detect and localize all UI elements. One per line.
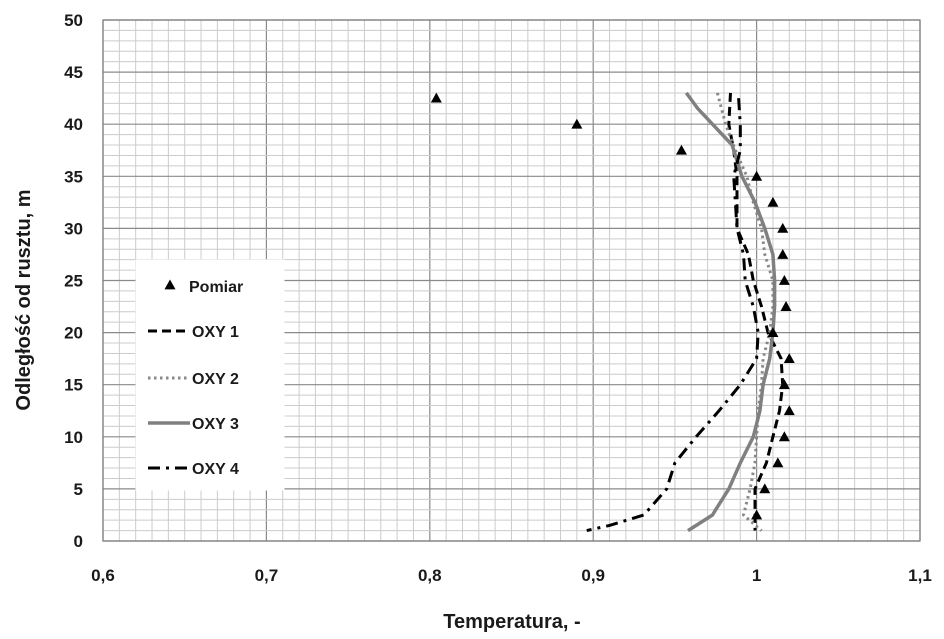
y-tick-label: 5 xyxy=(74,480,83,499)
series-pomiar-point xyxy=(778,431,790,442)
x-tick-label: 1,1 xyxy=(908,566,932,585)
legend-box xyxy=(135,259,285,491)
series-pomiar-point xyxy=(780,301,792,311)
legend-label-oxy-2: OXY 2 xyxy=(192,371,239,388)
series-pomiar-point xyxy=(767,196,779,207)
x-tick-label: 0,9 xyxy=(581,566,605,585)
series-pomiar-point xyxy=(783,405,795,416)
legend-label-oxy-3: OXY 3 xyxy=(192,416,239,433)
series-markers xyxy=(430,92,795,520)
series-pomiar-point xyxy=(430,92,442,103)
y-tick-label: 30 xyxy=(64,219,83,238)
series-pomiar-point xyxy=(772,457,784,468)
y-tick-label: 50 xyxy=(64,11,83,30)
series-oxy-1-line xyxy=(727,92,785,531)
x-tick-labels: 0,6 0,7 0,8 0,9 1 1,1 xyxy=(91,566,932,585)
y-tick-label: 10 xyxy=(64,428,83,447)
legend-label-oxy-4: OXY 4 xyxy=(192,461,239,478)
plot-border xyxy=(102,19,921,542)
legend: Pomiar OXY 1 OXY 2 OXY 3 OXY 4 xyxy=(135,259,285,491)
y-tick-label: 20 xyxy=(64,324,83,343)
y-tick-label: 35 xyxy=(64,167,83,186)
series-oxy-4-line xyxy=(586,98,760,533)
series-pomiar-point xyxy=(759,483,771,494)
series-pomiar-point xyxy=(571,118,583,129)
y-tick-label: 45 xyxy=(64,63,83,82)
x-tick-label: 0,7 xyxy=(255,566,279,585)
y-axis-title: Odległość od rusztu, m xyxy=(13,189,35,410)
x-tick-label: 0,6 xyxy=(91,566,115,585)
y-tick-label: 40 xyxy=(64,115,83,134)
y-tick-labels: 0 5 10 15 20 25 30 35 40 45 50 xyxy=(64,11,83,551)
series-pomiar-point xyxy=(751,509,763,520)
series-oxy-2-line xyxy=(715,92,775,532)
series-pomiar-point xyxy=(778,275,790,285)
x-tick-label: 1 xyxy=(752,566,761,585)
series-pomiar-point xyxy=(778,379,790,390)
series-oxy-3-line xyxy=(684,91,777,533)
series-lines xyxy=(586,91,785,533)
series-pomiar-point xyxy=(783,353,795,364)
series-pomiar-point xyxy=(777,248,789,259)
legend-label-oxy-1: OXY 1 xyxy=(192,324,239,341)
legend-swatch-pomiar xyxy=(164,279,176,290)
series-pomiar-point xyxy=(675,144,687,155)
y-tick-label: 25 xyxy=(64,272,83,291)
x-axis-title: Temperatura, - xyxy=(443,611,580,633)
legend-label-pomiar: Pomiar xyxy=(189,279,243,296)
y-tick-label: 15 xyxy=(64,376,83,395)
series-pomiar-point xyxy=(751,170,763,181)
series-pomiar-point xyxy=(767,327,779,337)
x-tick-label: 0,8 xyxy=(418,566,442,585)
y-tick-label: 0 xyxy=(74,532,83,551)
series-pomiar-point xyxy=(777,222,789,233)
